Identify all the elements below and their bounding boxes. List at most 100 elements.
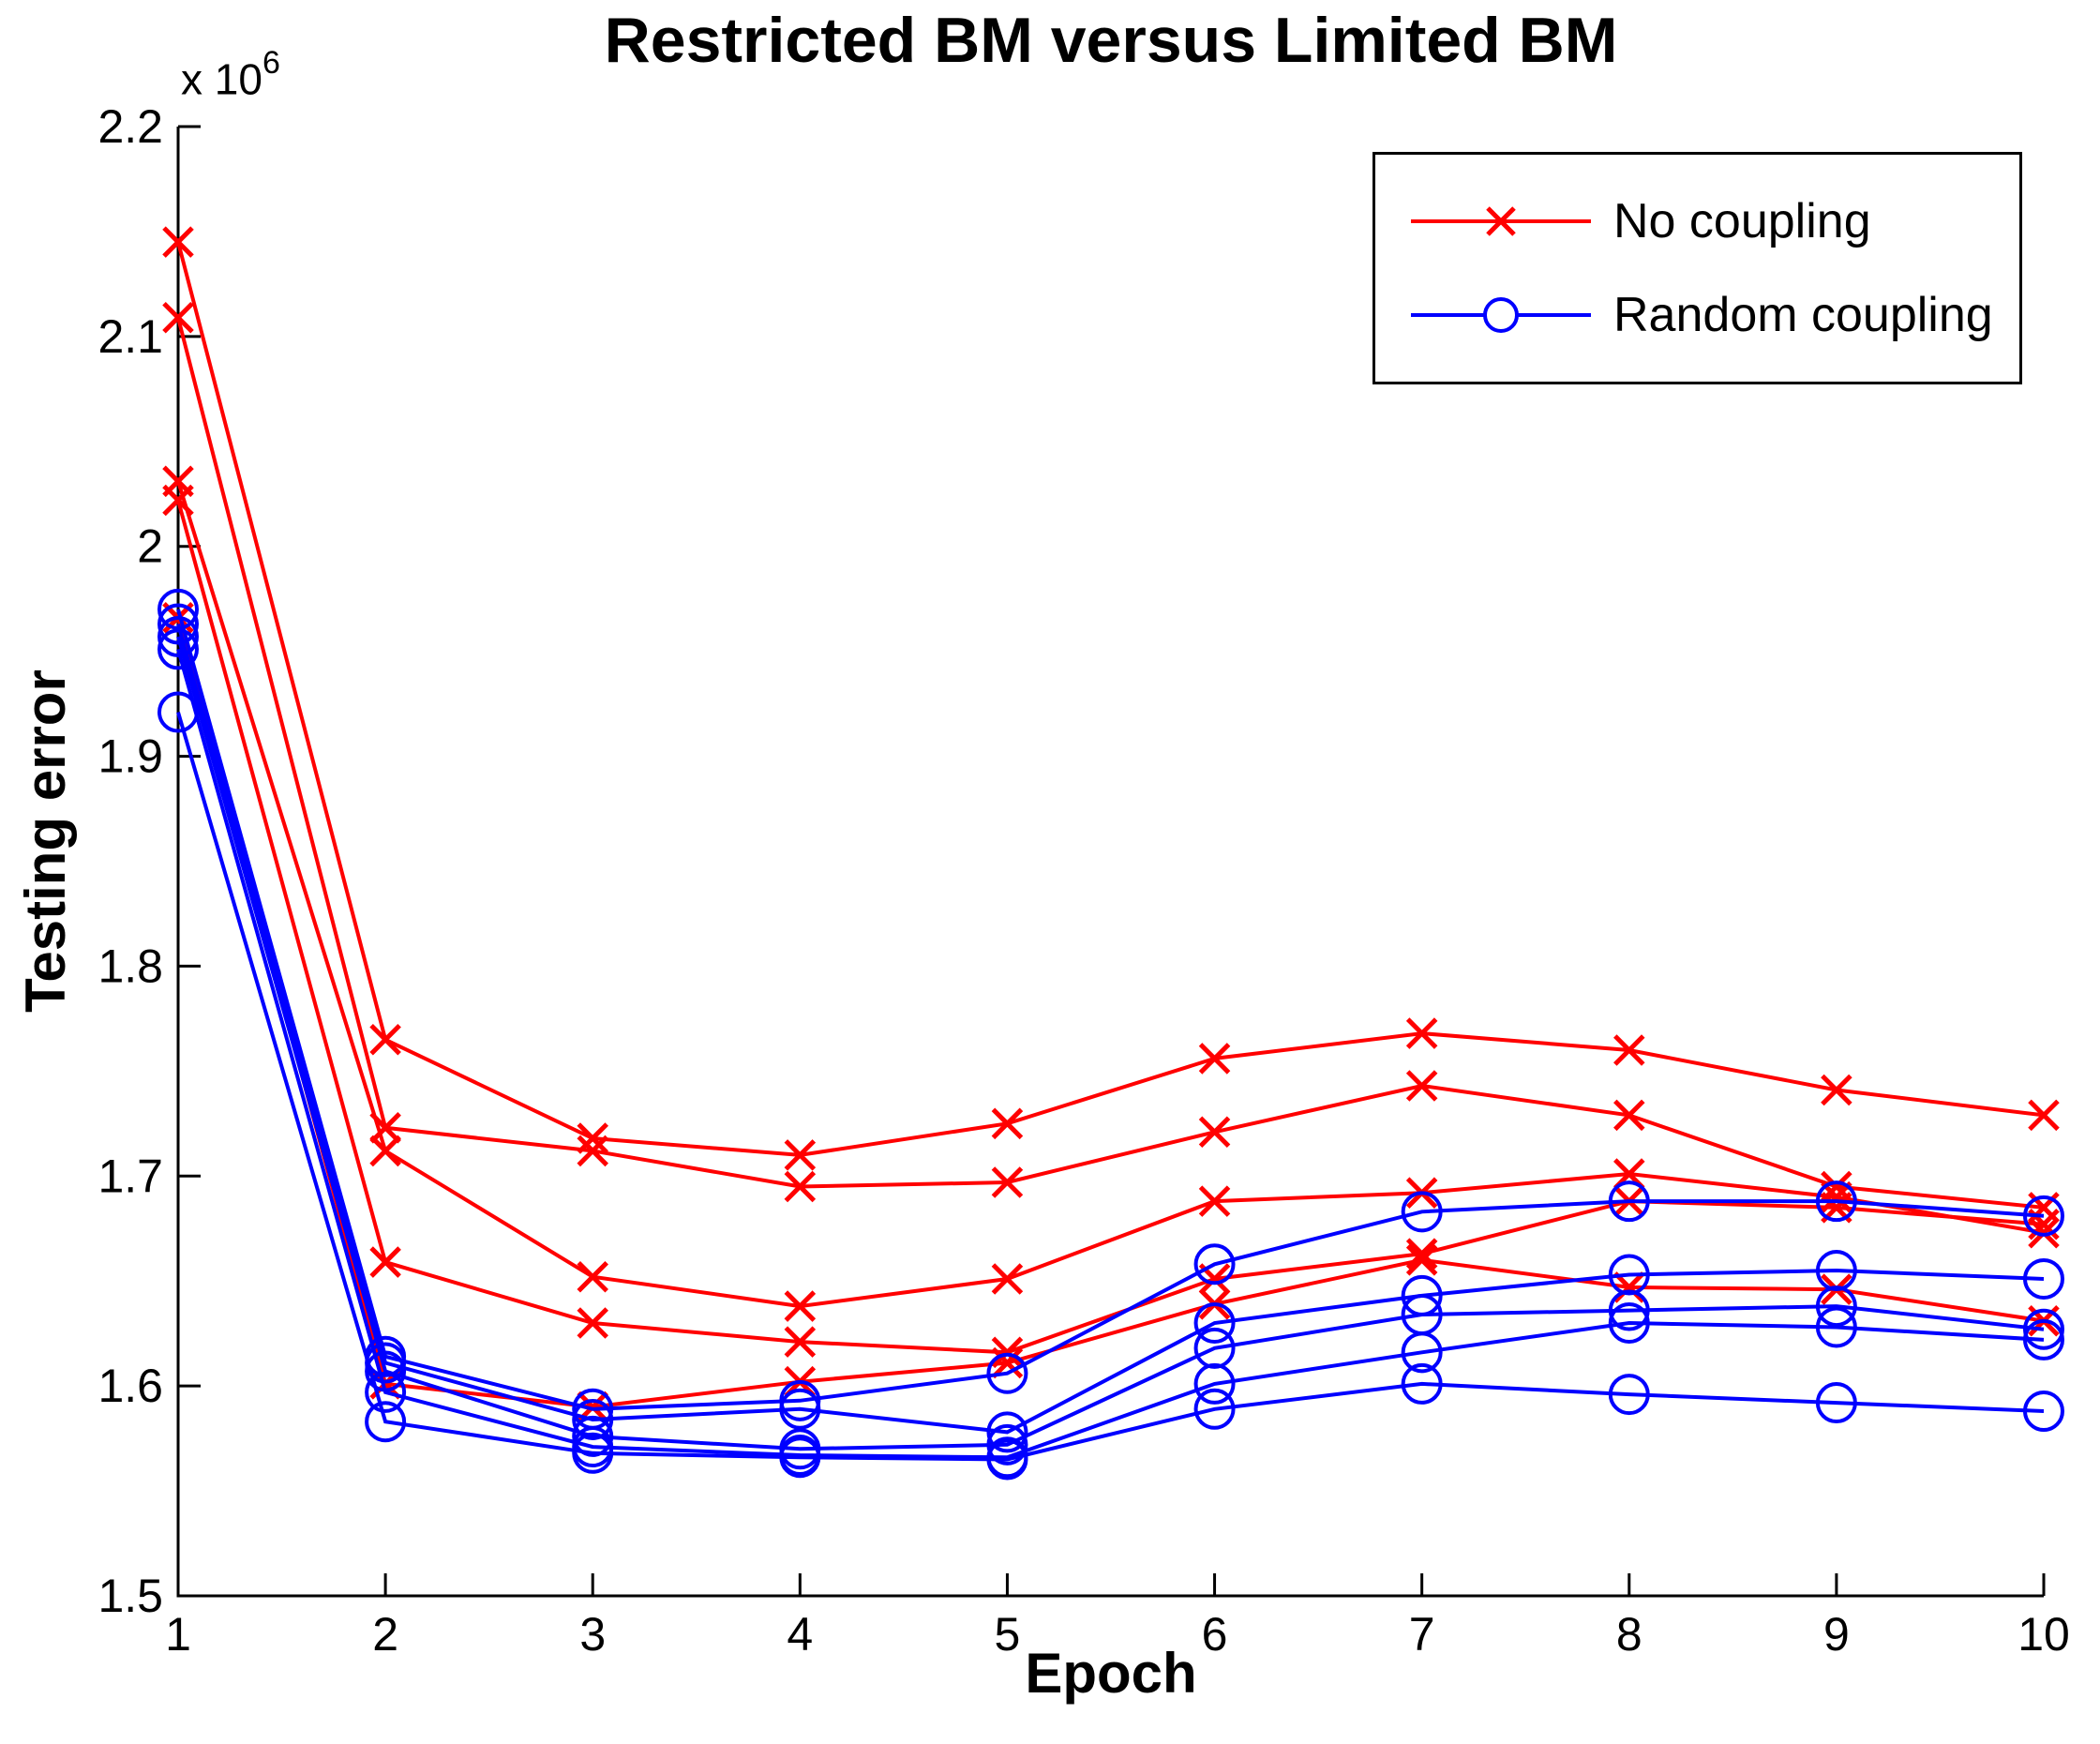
x-data-marker xyxy=(369,1135,401,1167)
x-data-marker xyxy=(784,1326,817,1358)
x-data-marker xyxy=(784,1290,817,1322)
circle-data-marker xyxy=(986,1423,1028,1466)
y-tick-label: 2.2 xyxy=(98,100,163,153)
circle-data-marker xyxy=(1815,1382,1857,1424)
circle-data-marker xyxy=(1815,1180,1857,1223)
circle-data-marker xyxy=(1815,1306,1857,1348)
y-tick-label: 1.7 xyxy=(98,1150,163,1202)
x-tick-label: 2 xyxy=(372,1608,398,1661)
x-data-marker xyxy=(1613,1034,1645,1066)
circle-data-marker xyxy=(986,1352,1028,1394)
series-line xyxy=(176,648,2045,1460)
y-axis-exponent: x 106 xyxy=(181,45,280,104)
circle-data-marker xyxy=(1193,1388,1236,1430)
x-data-marker xyxy=(1198,1043,1231,1075)
y-tick-label: 1.8 xyxy=(98,940,163,992)
x-data-marker xyxy=(1198,1185,1231,1217)
circle-data-marker xyxy=(158,691,199,733)
series-line xyxy=(176,480,2045,1309)
x-data-marker xyxy=(991,1263,1024,1295)
x-data-marker xyxy=(991,1346,1024,1379)
legend-item-no-coupling: No coupling xyxy=(1407,193,2019,249)
x-axis-label: Epoch xyxy=(1025,1642,1197,1705)
series-line xyxy=(176,317,2045,1210)
x-data-marker xyxy=(1198,1116,1231,1149)
x-data-marker xyxy=(1613,1099,1645,1132)
x-data-marker xyxy=(577,1307,608,1339)
x-data-marker xyxy=(784,1170,817,1203)
circle-data-marker xyxy=(572,1432,614,1474)
x-data-marker xyxy=(1405,1070,1438,1102)
x-data-marker xyxy=(162,484,194,517)
x-marker-icon xyxy=(1411,205,1591,236)
circle-data-marker xyxy=(2023,1195,2064,1237)
series-line xyxy=(176,609,2045,1411)
circle-data-marker xyxy=(1815,1285,1857,1328)
x-tick-label: 7 xyxy=(1409,1608,1435,1661)
series-line xyxy=(176,241,2045,1157)
y-axis-exponent-power: 6 xyxy=(262,45,280,81)
circle-data-marker xyxy=(986,1438,1028,1481)
circle-data-marker xyxy=(1193,1301,1236,1344)
x-tick-label: 9 xyxy=(1823,1608,1850,1661)
circle-data-marker xyxy=(1608,1289,1650,1331)
circle-data-marker xyxy=(986,1411,1028,1453)
series-line xyxy=(176,712,2045,1462)
x-data-marker xyxy=(1821,1074,1852,1106)
x-data-marker xyxy=(369,1246,401,1278)
y-tick-label: 1.5 xyxy=(98,1570,163,1622)
x-tick-label: 10 xyxy=(2018,1608,2070,1661)
legend-item-random-coupling: Random coupling xyxy=(1407,287,2019,343)
y-tick-label: 2 xyxy=(137,520,163,573)
circle-data-marker xyxy=(1193,1362,1236,1405)
x-data-marker xyxy=(577,1135,608,1167)
x-data-marker xyxy=(162,226,194,258)
circle-data-marker xyxy=(2023,1318,2064,1361)
series-line xyxy=(176,636,2045,1451)
circle-data-marker xyxy=(1401,1362,1443,1405)
x-data-marker xyxy=(991,1107,1024,1140)
x-tick-label: 3 xyxy=(579,1608,606,1661)
y-tick-label: 1.6 xyxy=(98,1360,163,1412)
circle-data-marker xyxy=(365,1371,407,1413)
x-tick-label: 4 xyxy=(787,1608,813,1661)
x-data-marker xyxy=(577,1260,608,1293)
series-line xyxy=(176,617,2045,1409)
circle-data-marker xyxy=(1193,1243,1236,1285)
y-axis-exponent-base: x 10 xyxy=(181,54,262,104)
x-data-marker xyxy=(1405,1244,1438,1276)
circle-data-marker xyxy=(2023,1391,2064,1433)
legend: No coupling Random coupling xyxy=(1372,152,2022,384)
x-data-marker xyxy=(2028,1099,2060,1132)
circle-data-marker xyxy=(1401,1331,1443,1374)
y-axis-label: Testing error xyxy=(14,669,77,1013)
x-data-marker xyxy=(162,301,194,334)
series-line xyxy=(176,499,2045,1355)
circle-data-marker xyxy=(1608,1374,1650,1416)
x-tick-label: 8 xyxy=(1616,1608,1642,1661)
circle-data-marker xyxy=(779,1388,821,1430)
x-tick-label: 6 xyxy=(1202,1608,1228,1661)
circle-data-marker xyxy=(2023,1257,2064,1300)
y-tick-label: 2.1 xyxy=(98,310,163,363)
circle-data-marker xyxy=(158,628,199,670)
circle-data-marker xyxy=(779,1436,821,1479)
circle-data-marker xyxy=(1608,1301,1650,1344)
circle-data-marker xyxy=(2023,1308,2064,1350)
x-tick-label: 1 xyxy=(165,1608,191,1661)
x-data-marker xyxy=(577,1122,608,1154)
circle-marker-icon xyxy=(1411,297,1591,334)
series-line xyxy=(176,623,2045,1435)
circle-data-marker xyxy=(1401,1191,1443,1233)
chart-title: Restricted BM versus Limited BM xyxy=(604,5,1618,76)
x-data-marker xyxy=(991,1166,1024,1198)
legend-label-random-coupling: Random coupling xyxy=(1613,288,1993,343)
x-tick-label: 5 xyxy=(995,1608,1021,1661)
legend-label-no-coupling: No coupling xyxy=(1613,193,1871,248)
x-data-marker xyxy=(1405,1017,1438,1049)
x-data-marker xyxy=(369,1024,401,1056)
circle-data-marker xyxy=(365,1401,407,1443)
circle-data-marker xyxy=(1608,1180,1650,1223)
